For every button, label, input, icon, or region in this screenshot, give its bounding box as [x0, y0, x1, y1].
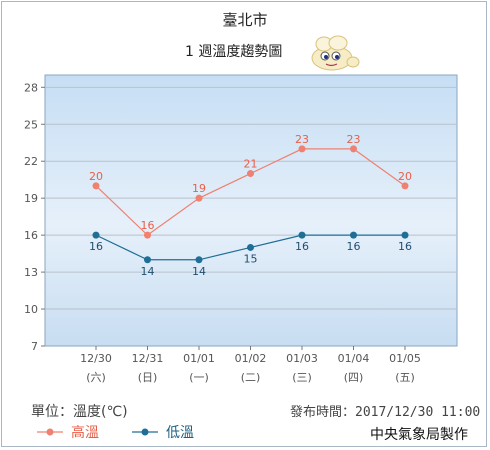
low-temp-label: 14 [192, 265, 206, 278]
legend-low: 低溫 [130, 422, 194, 442]
high-temp-label: 23 [295, 133, 309, 146]
low-temp-point [92, 231, 100, 239]
y-tick-label: 7 [31, 340, 38, 353]
low-temp-label: 14 [141, 265, 155, 278]
low-temp-point [195, 256, 203, 264]
high-temp-label: 19 [192, 182, 206, 195]
x-tick-label: 01/04 [338, 352, 370, 365]
x-tick-label: 12/31 [132, 352, 164, 365]
low-temp-point [401, 231, 409, 239]
y-tick-label: 22 [24, 155, 38, 168]
high-temp-point [298, 145, 306, 153]
x-tick-label: 01/03 [286, 352, 318, 365]
producer-label: 中央氣象局製作 [370, 427, 468, 443]
x-weekday-label: (三) [292, 371, 312, 384]
high-temp-label: 16 [141, 219, 155, 232]
x-tick-label: 01/02 [235, 352, 267, 365]
x-weekday-label: (四) [344, 371, 364, 384]
chart-title: 臺北市 [222, 11, 268, 29]
legend-low-label: 低溫 [166, 425, 194, 441]
weather-mascot-icon [311, 35, 360, 71]
low-temp-point [247, 243, 254, 251]
high-temp-label: 20 [89, 170, 103, 183]
low-temp-label: 16 [347, 240, 361, 253]
x-weekday-label: (五) [395, 371, 415, 384]
plot-area [44, 74, 458, 347]
high-temp-label: 20 [398, 170, 412, 183]
y-tick-label: 13 [24, 266, 38, 279]
low-temp-label: 16 [89, 240, 103, 253]
issued-time: 發布時間：2017/12/30 11:00 [290, 405, 481, 420]
legend-high-swatch [37, 428, 63, 436]
x-tick-label: 01/05 [389, 352, 421, 365]
legend-high: 高溫 [35, 422, 99, 442]
chart-subtitle: 1 週溫度趨勢圖 [185, 44, 283, 60]
high-temp-label: 21 [244, 158, 258, 171]
low-temp-label: 15 [244, 252, 258, 265]
x-tick-label: 12/30 [80, 352, 112, 365]
y-tick-label: 16 [24, 229, 38, 242]
y-tick-label: 10 [24, 303, 38, 316]
x-tick-label: 01/01 [183, 352, 215, 365]
low-temp-label: 16 [295, 240, 309, 253]
low-temp-point [144, 256, 151, 264]
legend-high-label: 高溫 [71, 425, 99, 441]
x-weekday-label: (日) [138, 371, 158, 384]
high-temp-label: 23 [347, 133, 361, 146]
x-weekday-label: (一) [189, 371, 209, 384]
low-temp-point [298, 231, 306, 239]
low-temp-point [350, 231, 357, 239]
high-temp-point [350, 145, 357, 153]
high-temp-point [401, 182, 409, 190]
temperature-chart: 7 10 13 16 19 22 25 28 12/30 (六) 12/31 (日) 01/01 (一) 0… [24, 74, 458, 384]
y-tick-label: 28 [24, 81, 38, 94]
high-temp-point [195, 194, 203, 202]
x-weekday-label: (六) [86, 371, 106, 384]
unit-label: 單位：溫度(℃) [31, 404, 128, 420]
low-temp-label: 16 [398, 240, 412, 253]
high-temp-point [247, 170, 254, 178]
x-weekday-label: (二) [241, 371, 261, 384]
y-tick-label: 25 [24, 118, 38, 131]
high-temp-point [144, 231, 151, 239]
y-tick-label: 19 [24, 192, 38, 205]
high-temp-point [92, 182, 100, 190]
legend-low-swatch [132, 428, 158, 436]
